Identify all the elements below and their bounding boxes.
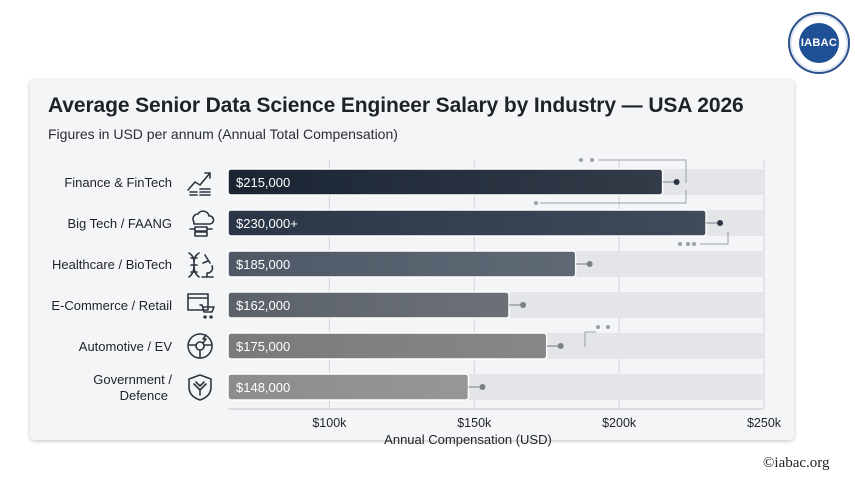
x-tick-label: $100k [312,416,347,430]
bar-value-label: $230,000+ [236,216,298,231]
bar-value-label: $148,000 [236,380,290,395]
connector-dot [717,220,724,226]
x-tick-label: $200k [602,416,637,430]
decor-connector [540,190,687,204]
category-label: Big Tech / FAANG [67,216,172,231]
category-label: Automotive / EV [79,339,173,354]
connector-dot [586,261,593,267]
decor-connector [598,159,687,183]
bar-value-label: $215,000 [236,175,290,190]
category-label: Defence [120,388,168,403]
decor-connector [700,232,729,245]
decor-dot [534,201,538,205]
iabac-logo: IABAC [788,12,850,74]
chart-subtitle: Figures in USD per annum (Annual Total C… [48,126,398,142]
category-label: Government / [93,372,172,387]
decor-connector [584,331,596,347]
category-label: Healthcare / BioTech [52,257,172,272]
bar [227,209,707,237]
dna-microscope-icon-shape [188,252,214,278]
steering-wheel-icon [187,333,213,359]
decor-dot [678,242,682,246]
rising-chart-coins-icon-shape [187,172,211,196]
x-tick-label: $150k [457,416,492,430]
logo-text: IABAC [799,23,839,63]
connector-dot [557,343,564,349]
x-axis-title: Annual Compensation (USD) [384,432,552,447]
decor-dot [606,325,610,329]
copyright-text: ©iabac.org [763,455,830,471]
connector-dot [673,179,680,185]
cloud-server-icon-shape [189,210,215,237]
category-label: E-Commerce / Retail [51,298,172,313]
eagle-shield-icon [188,374,212,401]
bar-value-label: $162,000 [236,298,290,313]
shopping-cart-browser-icon-shape [187,293,215,319]
bar-value-label: $175,000 [236,339,290,354]
decor-dot [692,242,696,246]
category-label: Finance & FinTech [64,175,172,190]
cloud-server-icon [189,210,215,237]
decor-dot [686,242,690,246]
decor-dot [596,325,600,329]
connector-dot [520,302,527,308]
shopping-cart-browser-icon [187,293,215,319]
bar-value-label: $185,000 [236,257,290,272]
connector-dot [479,384,486,390]
rising-chart-coins-icon [187,172,211,196]
steering-wheel-icon-shape [187,333,213,359]
bar [227,168,664,196]
eagle-shield-icon-shape [188,374,212,401]
dna-microscope-icon [188,252,214,278]
decor-dot [579,158,583,162]
chart-title: Average Senior Data Science Engineer Sal… [48,94,744,117]
x-tick-label: $250k [747,416,782,430]
decor-dot [590,158,594,162]
